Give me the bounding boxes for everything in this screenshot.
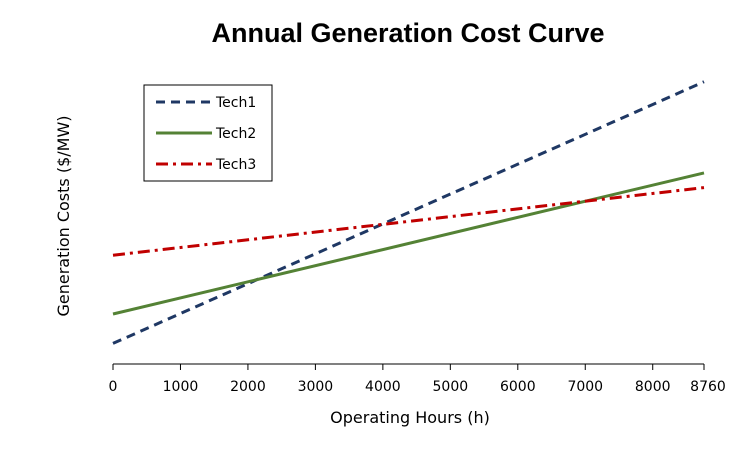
x-tick-label: 1000 (163, 379, 199, 395)
legend-label-tech3: Tech3 (215, 157, 256, 173)
series-lines (112, 80, 705, 345)
x-tick-label: 3000 (298, 379, 334, 395)
y-axis-label: Generation Costs ($/MW) (54, 115, 73, 316)
x-tick-label: 8000 (635, 379, 671, 395)
x-ticks: 0 1000 2000 3000 4000 5000 6000 7000 8000 8760 (109, 364, 726, 395)
x-tick-label: 2000 (230, 379, 266, 395)
x-tick-label: 4000 (365, 379, 401, 395)
series-line-tech1 (112, 80, 705, 345)
legend-label-tech1: Tech1 (215, 95, 256, 111)
x-tick-label: 5000 (433, 379, 469, 395)
series-line-tech3 (112, 186, 705, 257)
x-tick-label: 7000 (567, 379, 603, 395)
legend-label-tech2: Tech2 (215, 126, 256, 142)
x-tick-label: 6000 (500, 379, 536, 395)
series-line-tech2 (112, 171, 705, 316)
chart-title: Annual Generation Cost Curve (211, 18, 604, 48)
plot-area: 0 1000 2000 3000 4000 5000 6000 7000 8000 8760 (109, 80, 726, 395)
x-tick-label: 8760 (690, 379, 726, 395)
legend: Tech1 Tech2 Tech3 (143, 84, 273, 182)
x-axis-label: Operating Hours (h) (330, 408, 490, 427)
x-tick-label: 0 (109, 379, 118, 395)
